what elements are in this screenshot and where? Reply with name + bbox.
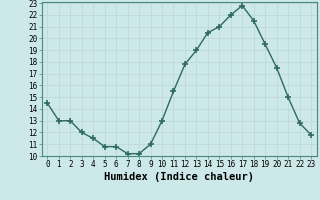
X-axis label: Humidex (Indice chaleur): Humidex (Indice chaleur) (104, 172, 254, 182)
